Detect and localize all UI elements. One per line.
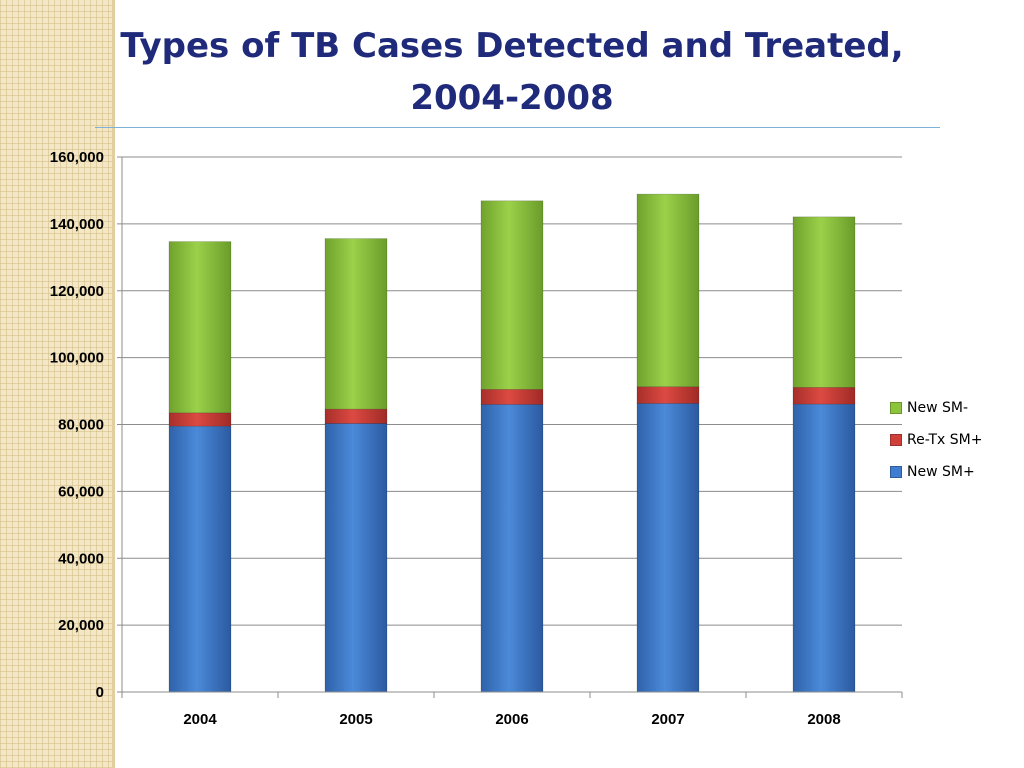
bar-segment-new-sm-pos [480,404,544,693]
x-tick-label: 2006 [495,711,528,728]
legend-label: New SM+ [907,464,975,480]
y-tick-label: 100,000 [50,350,104,367]
bar-segment-new-sm-pos [168,425,232,693]
bar-segment-new-sm-neg [168,241,232,414]
bar-segment-retx-sm-pos [636,386,700,404]
bar-segment-retx-sm-pos [168,412,232,427]
tick-labels: 0 20,000 40,000 60,000 80,000 100,000 120,000 1… [50,149,841,728]
legend-item: Re-Tx SM+ [890,432,982,448]
x-tick-label: 2007 [651,711,684,728]
bar-segment-retx-sm-pos [324,408,388,424]
y-tick-label: 120,000 [50,283,104,300]
legend-label: New SM- [907,400,969,416]
chart-title: Types of TB Cases Detected and Treated, … [120,26,904,118]
bar-segment-new-sm-neg [636,193,700,388]
y-tick-label: 20,000 [58,617,104,634]
legend-label: Re-Tx SM+ [907,432,983,448]
bar-segment-new-sm-neg [792,216,856,388]
legend-item: New SM+ [890,464,982,480]
legend-swatch [890,434,902,446]
title-divider [95,127,940,128]
legend-swatch [890,402,902,414]
axes [117,156,903,698]
bar-segment-new-sm-pos [324,423,388,693]
y-tick-label: 60,000 [58,483,104,500]
bars [168,193,856,693]
legend-item: New SM- [890,400,982,416]
legend-swatch [890,466,902,478]
bar-segment-retx-sm-pos [792,387,856,405]
bar-segment-new-sm-neg [480,200,544,390]
bar-segment-new-sm-neg [324,238,388,410]
decorative-side-strip [0,0,115,768]
x-tick-label: 2004 [183,711,217,728]
x-tick-label: 2008 [807,711,840,728]
bar-segment-retx-sm-pos [480,389,544,405]
y-tick-label: 80,000 [58,417,104,434]
y-tick-label: 0 [96,684,104,701]
bar-segment-new-sm-pos [792,403,856,693]
y-tick-label: 160,000 [50,149,104,166]
x-tick-label: 2005 [339,711,372,728]
legend: New SM- Re-Tx SM+ New SM+ [890,400,982,496]
y-tick-label: 40,000 [58,550,104,567]
y-tick-label: 140,000 [50,216,104,233]
bar-segment-new-sm-pos [636,403,700,693]
